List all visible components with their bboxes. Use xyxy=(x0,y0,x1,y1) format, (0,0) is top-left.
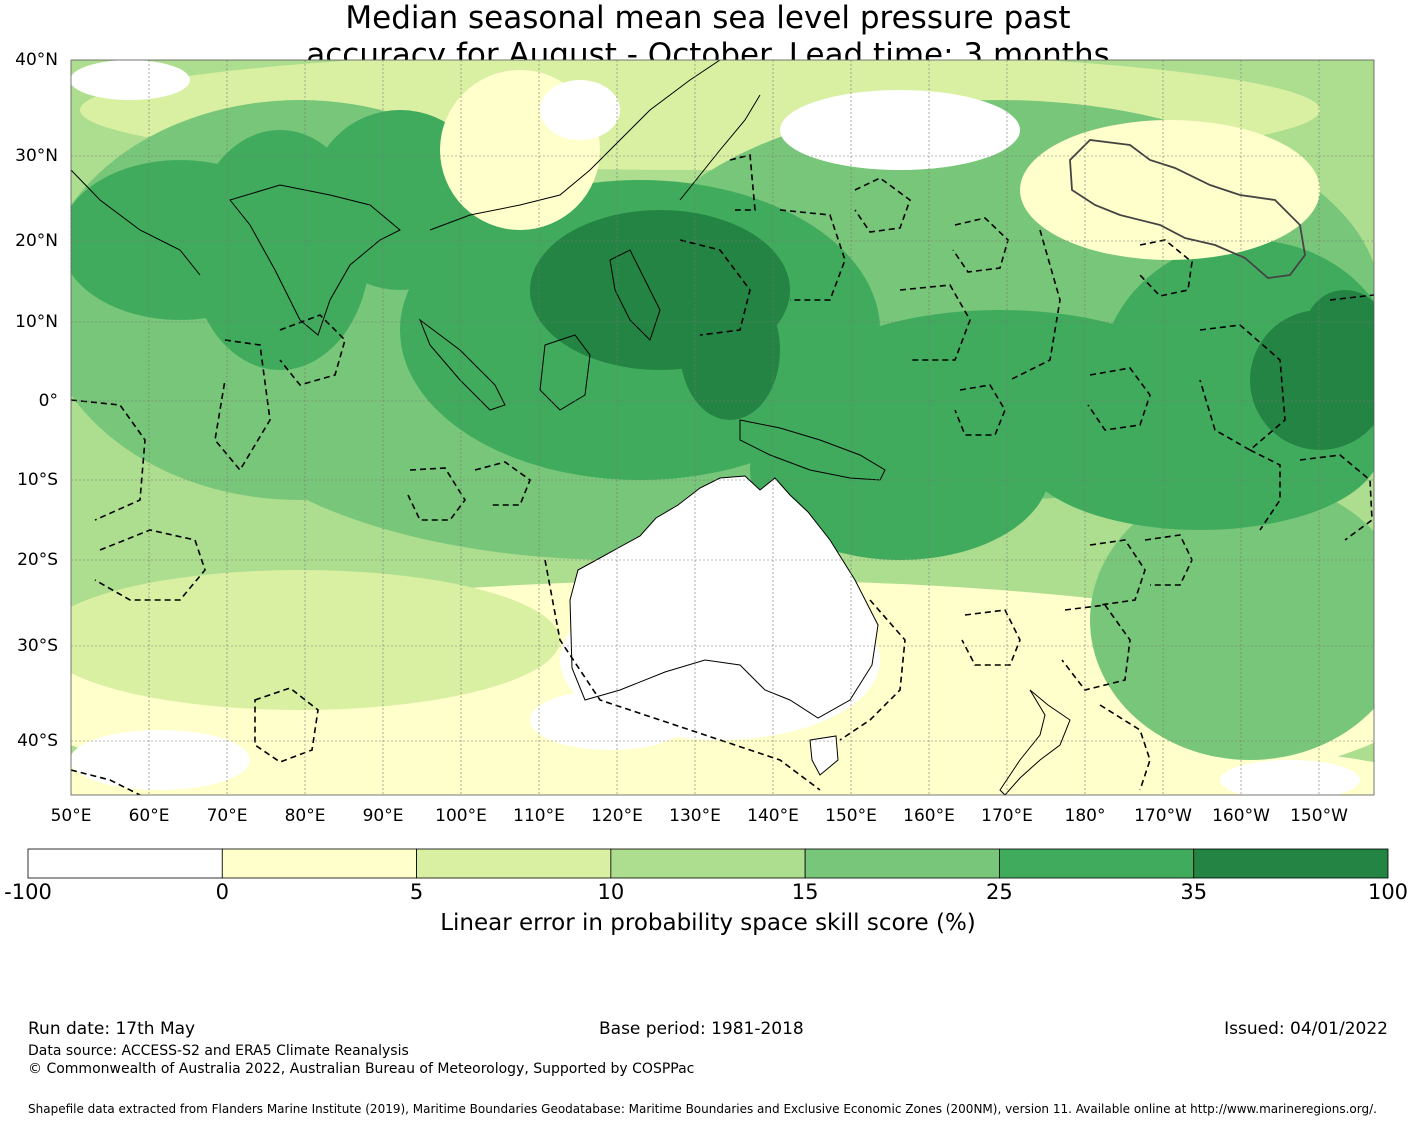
lon-label: 150°E xyxy=(825,806,877,826)
hawaii-eez xyxy=(1069,139,1306,279)
colorbar-tick: 25 xyxy=(986,880,1013,904)
lat-label: 10°S xyxy=(17,470,58,490)
lon-label: 100°E xyxy=(435,806,487,826)
lat-label: 30°N xyxy=(15,146,58,166)
colorbar-segment xyxy=(804,848,1000,879)
lat-label: 20°S xyxy=(17,550,58,570)
skill-region xyxy=(540,80,620,140)
colorbar-label: Linear error in probability space skill … xyxy=(440,910,976,936)
colorbar-segment xyxy=(999,848,1195,879)
australia-land xyxy=(569,475,879,719)
lat-label: 20°N xyxy=(15,231,58,251)
skill-region xyxy=(71,570,560,710)
lon-label: 170°E xyxy=(981,806,1033,826)
lon-label: 160°E xyxy=(903,806,955,826)
arabia-coast xyxy=(71,169,201,276)
lon-label: 130°E xyxy=(669,806,721,826)
graticule xyxy=(70,59,1374,795)
lon-label: 70°E xyxy=(206,806,248,826)
skill-region xyxy=(1220,760,1360,795)
lon-label: 50°E xyxy=(50,806,92,826)
lon-label: 80°E xyxy=(284,806,326,826)
lon-label: 110°E xyxy=(513,806,565,826)
map-frame xyxy=(70,59,1375,796)
lat-label: 40°S xyxy=(17,731,58,751)
skill-region xyxy=(1090,480,1374,760)
skill-region xyxy=(1305,290,1374,370)
lon-label: 180° xyxy=(1064,806,1106,826)
colorbar-segment xyxy=(416,848,612,879)
lon-label: 60°E xyxy=(128,806,170,826)
lat-label: 40°N xyxy=(15,50,58,70)
lon-label: 170°W xyxy=(1134,806,1192,826)
lat-label: 30°S xyxy=(17,636,58,656)
lon-label: 150°W xyxy=(1290,806,1348,826)
colorbar-tick: 0 xyxy=(215,880,229,904)
skill-region xyxy=(71,60,190,100)
skill-region xyxy=(780,90,1020,170)
colorbar-tick: -100 xyxy=(4,880,52,904)
lon-label: 140°E xyxy=(747,806,799,826)
lat-label: 10°N xyxy=(15,312,58,332)
skill-region xyxy=(71,730,250,790)
borneo-land xyxy=(539,334,591,411)
colorbar-segment xyxy=(221,848,417,879)
colorbar-tick: 35 xyxy=(1180,880,1208,904)
map-title-line1: Median seasonal mean sea level pressure … xyxy=(345,0,1071,36)
skill-region xyxy=(530,690,690,750)
issued-date: Issued: 04/01/2022 xyxy=(1224,1019,1388,1039)
colorbar xyxy=(27,848,1389,879)
colorbar-tick: 15 xyxy=(791,880,819,904)
lon-label: 90°E xyxy=(362,806,404,826)
run-date: Run date: 17th May xyxy=(28,1019,196,1039)
colorbar-segment xyxy=(27,848,223,879)
skill-score-field xyxy=(71,60,1374,795)
colorbar-tick: 5 xyxy=(409,880,424,904)
skill-region xyxy=(71,730,1374,795)
japan-coast xyxy=(679,94,761,201)
skill-region xyxy=(1020,120,1320,260)
philippines-land xyxy=(609,249,661,341)
base-period: Base period: 1981-2018 xyxy=(599,1019,804,1039)
data-source: Data source: ACCESS-S2 and ERA5 Climate … xyxy=(28,1043,409,1059)
shapefile-credit: Shapefile data extracted from Flanders M… xyxy=(28,1102,1377,1116)
copyright: © Commonwealth of Australia 2022, Austra… xyxy=(28,1061,695,1077)
colorbar-tick: 100 xyxy=(1367,880,1409,904)
tasmania-land xyxy=(809,735,839,776)
asia-coast xyxy=(429,60,721,231)
colorbar-tick: 10 xyxy=(597,880,625,904)
colorbar-segment xyxy=(610,848,806,879)
colorbar-segment xyxy=(1193,848,1389,879)
lon-label: 160°W xyxy=(1212,806,1270,826)
lat-label: 0° xyxy=(38,391,58,411)
new-zealand-land xyxy=(999,689,1071,795)
sumatra-land xyxy=(418,318,506,411)
india-land xyxy=(229,184,401,336)
skill-region xyxy=(680,280,780,420)
landmass-layer xyxy=(71,60,1071,795)
lon-label: 120°E xyxy=(591,806,643,826)
eez-boundaries xyxy=(71,153,1374,795)
